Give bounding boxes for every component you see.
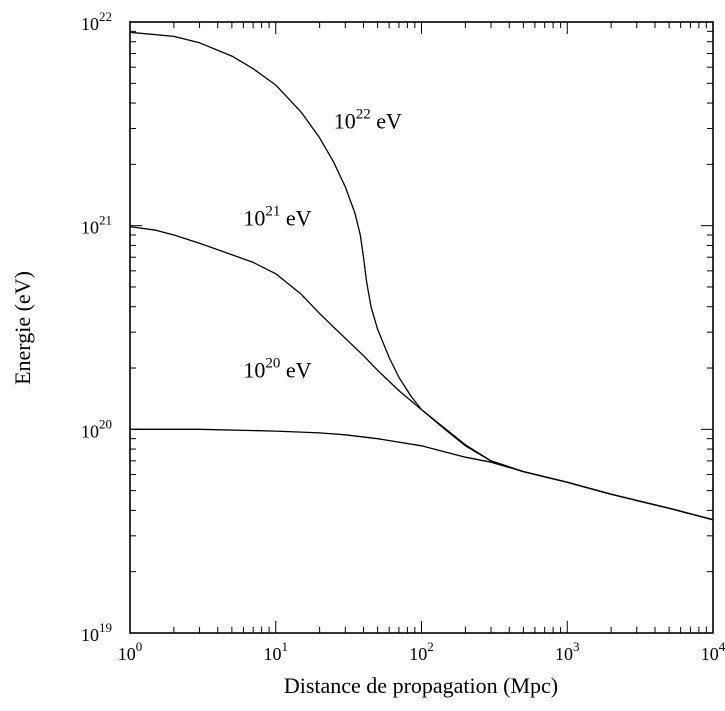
curve-label-21: 1021 eV [243,204,311,231]
x-tick-label: 100 [118,639,143,664]
x-tick-label: 102 [409,639,434,664]
y-tick-label: 1019 [81,620,112,645]
y-tick-label: 1021 [81,213,112,238]
x-tick-label: 103 [555,639,580,664]
curves [129,31,714,521]
y-axis-title: Energie (eV) [10,271,35,385]
y-tick-label: 1020 [81,416,112,441]
curve-20 [130,428,714,521]
x-tick-label: 101 [264,639,289,664]
tick-labels: 100 101 102 103 104 1019 1020 1021 1022 [81,9,725,664]
curve-22 [129,31,714,521]
y-tick-label: 1022 [81,9,112,34]
curve-label-20: 1020 eV [243,355,311,382]
curve-21 [129,225,714,521]
x-tick-label: 104 [701,639,725,664]
x-axis-title: Distance de propagation (Mpc) [284,673,558,698]
curve-label-22: 1022 eV [334,106,402,133]
axis-ticks [129,22,713,634]
plot-frame [129,21,714,634]
curve-labels: 1022 eV 1021 eV 1020 eV [243,106,402,382]
